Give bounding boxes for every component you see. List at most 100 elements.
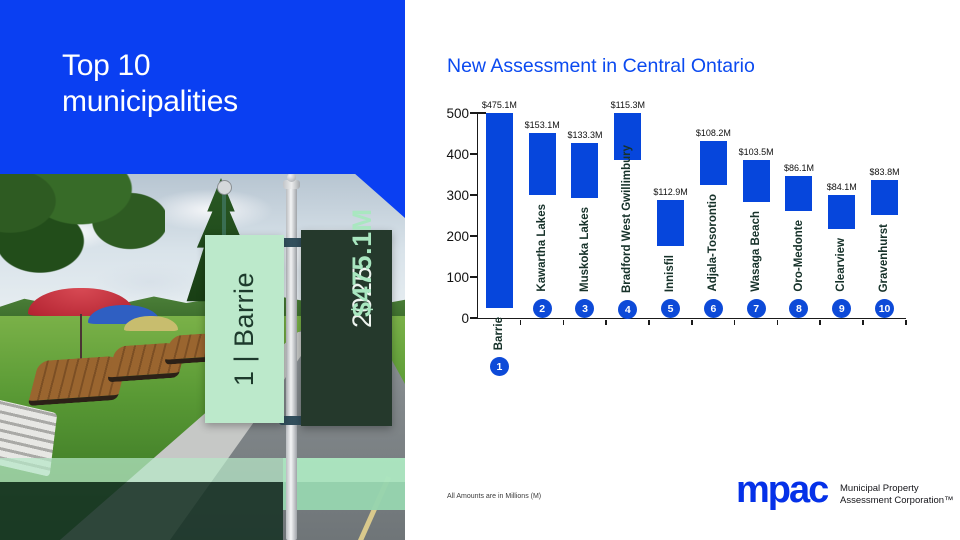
rank-badge: 8: [789, 299, 809, 318]
y-axis-tick: [470, 276, 478, 278]
bar-column: $108.2M Adjala-Tosorontio 6: [692, 113, 735, 318]
bar-column: $86.1M Oro-Medonte 8: [778, 113, 821, 318]
category-label: Wasaga Beach: [749, 211, 762, 292]
category-label: Barrie: [492, 316, 505, 351]
bar-space: $86.1M: [778, 113, 821, 212]
bar: [485, 113, 513, 308]
x-axis-tick: [776, 319, 779, 325]
bar: [785, 176, 813, 212]
bar-chart: $475.1M Barrie 1 $153.1M Kawartha Lakes 2 $133…: [446, 100, 907, 377]
rank-badge: 9: [832, 299, 852, 318]
bar-column: $115.3M Bradford West Gwillimbury 4: [606, 100, 649, 320]
rank-badge: 4: [618, 300, 638, 320]
rank-badge: 5: [661, 299, 681, 318]
bar: [528, 132, 556, 196]
bar-value-label: $112.9M: [653, 186, 688, 197]
bar-columns: $475.1M Barrie 1 $153.1M Kawartha Lakes 2 $133…: [478, 100, 906, 377]
banner-bracket-top: [279, 238, 305, 247]
bar: [699, 141, 727, 186]
rank-badge: 1: [489, 357, 509, 377]
y-axis-tick: [470, 235, 478, 237]
bar-column: $103.5M Wasaga Beach 7: [735, 113, 778, 318]
rank-badge: 6: [703, 299, 723, 318]
bar-column: $153.1M Kawartha Lakes 2: [521, 113, 564, 318]
bar-space: $133.3M: [564, 113, 607, 198]
logo-tagline: Municipal Property Assessment Corporatio…: [840, 483, 954, 507]
logo-tagline-line2: Assessment Corporation™: [840, 494, 954, 506]
bar-value-label: $84.1M: [826, 181, 857, 192]
rank-banner: 1 | Barrie: [205, 235, 284, 423]
value-banner: 2025 $475.1M: [301, 208, 392, 426]
slide-title: Top 10 municipalities: [62, 48, 238, 120]
category-label: Innisfil: [664, 254, 677, 292]
x-axis-tick: [519, 319, 522, 325]
slide-title-line2: municipalities: [62, 85, 238, 118]
bar: [828, 194, 856, 230]
rank-banner-text: 1 | Barrie: [229, 271, 259, 387]
bar-value-label: $86.1M: [783, 163, 814, 174]
category-label: Gravenhurst: [878, 223, 891, 292]
photo-lamppost-head: [217, 180, 232, 195]
bar: [657, 199, 685, 246]
y-axis-tick: [470, 153, 478, 155]
slide-title-line1: Top 10: [62, 49, 151, 82]
y-axis-label: 0: [461, 311, 469, 326]
chart-footnote: All Amounts are in Millions (M): [447, 493, 542, 500]
category-label: Bradford West Gwillimbury: [621, 145, 634, 294]
overlay-band-mint-right: [283, 458, 405, 510]
rank-badge: 2: [532, 299, 552, 318]
photo-tree-canopy: [0, 174, 165, 274]
y-axis-tick: [470, 317, 478, 319]
bar-value-label: $153.1M: [524, 119, 560, 130]
y-axis-tick: [470, 194, 478, 196]
chart-title: New Assessment in Central Ontario: [447, 55, 755, 77]
x-axis-tick: [819, 319, 821, 325]
value-banner-amount: $475.1M: [346, 208, 377, 317]
category-label: Oro-Medonte: [792, 220, 805, 292]
bar-value-label: $103.5M: [738, 146, 774, 157]
bar-column: $112.9M Innisfil 5: [649, 113, 692, 318]
rank-badge: 10: [875, 299, 895, 318]
bar: [742, 159, 770, 203]
bar: [871, 180, 899, 215]
category-label: Adjala-Tosorontio: [706, 194, 719, 292]
category-label: Kawartha Lakes: [535, 204, 548, 292]
bar-column: $83.8M Gravenhurst 10: [863, 113, 906, 318]
bar: [614, 113, 642, 161]
bar-space: $153.1M: [521, 113, 564, 196]
banner-bracket-bottom: [279, 416, 305, 425]
bar-value-label: $475.1M: [481, 100, 517, 110]
category-label: Clearview: [835, 238, 848, 292]
photo-yellow-umbrella: [124, 316, 178, 331]
y-axis-label: 400: [446, 147, 469, 162]
y-axis-label: 500: [446, 106, 469, 121]
overlay-band-mint-right-lower: [283, 482, 405, 510]
bar: [571, 143, 599, 198]
bar-space: $112.9M: [649, 113, 692, 246]
axis-top-cap: [478, 112, 486, 114]
rank-badge: 3: [575, 299, 595, 318]
x-axis-tick: [691, 319, 693, 325]
sign-pole-cap: [283, 180, 300, 189]
x-axis-tick: [905, 319, 907, 325]
y-axis-label: 300: [446, 188, 469, 203]
bar-space: $108.2M: [692, 113, 735, 186]
bar-space: $475.1M: [478, 100, 521, 308]
x-axis-tick: [605, 319, 607, 325]
bar-column: $84.1M Clearview 9: [820, 113, 863, 318]
bar-column: $133.3M Muskoka Lakes 3: [564, 113, 607, 318]
bar-value-label: $133.3M: [567, 130, 603, 141]
mpac-logo: mpac: [736, 469, 829, 511]
sign-pole-finial: [287, 174, 296, 182]
bar-space: $115.3M: [606, 100, 649, 161]
x-axis-tick: [648, 319, 650, 325]
sign-pole: [286, 188, 297, 540]
x-axis-tick: [562, 319, 565, 325]
x-axis-tick: [733, 319, 736, 325]
photo-umbrella-pole: [80, 314, 82, 382]
logo-tagline-line1: Municipal Property: [840, 483, 919, 494]
rank-badge: 7: [746, 299, 766, 318]
overlay-band-dark-green: [0, 482, 283, 540]
park-photo: 1 | Barrie 2025 $475.1M: [0, 174, 405, 540]
